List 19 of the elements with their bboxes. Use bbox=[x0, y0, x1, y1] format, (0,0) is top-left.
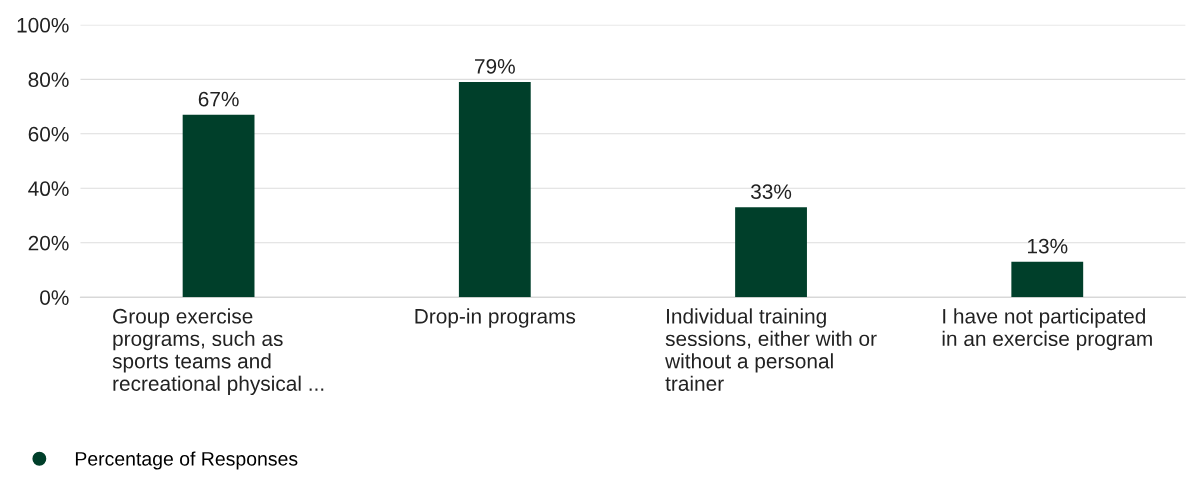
data-label: 13% bbox=[1028, 238, 1068, 254]
data-label: 79% bbox=[475, 59, 515, 74]
y-tick-label: 80% bbox=[28, 72, 69, 88]
x-tick-label: I have not participated in an exercise program bbox=[942, 308, 1152, 351]
y-tick-label: 100% bbox=[17, 17, 69, 33]
data-label: 67% bbox=[198, 91, 239, 107]
bar bbox=[458, 82, 531, 298]
bar bbox=[735, 207, 807, 298]
x-tick-label: Drop-in programs bbox=[415, 308, 576, 328]
bar bbox=[182, 114, 255, 298]
data-label: 33% bbox=[750, 184, 792, 200]
y-tick-label: 40% bbox=[28, 181, 69, 197]
x-tick-label: Individual training sessions, either with or without a personal trainer bbox=[665, 308, 877, 391]
bar bbox=[1011, 261, 1084, 298]
y-tick-label: 60% bbox=[28, 126, 69, 142]
y-tick-label: 20% bbox=[28, 235, 69, 251]
legend-label: Percentage of Responses bbox=[75, 451, 298, 470]
y-tick-label: 0% bbox=[40, 290, 69, 305]
x-tick-label: Group exercise programs, such as sports teams and recreational physical ... bbox=[112, 308, 324, 396]
